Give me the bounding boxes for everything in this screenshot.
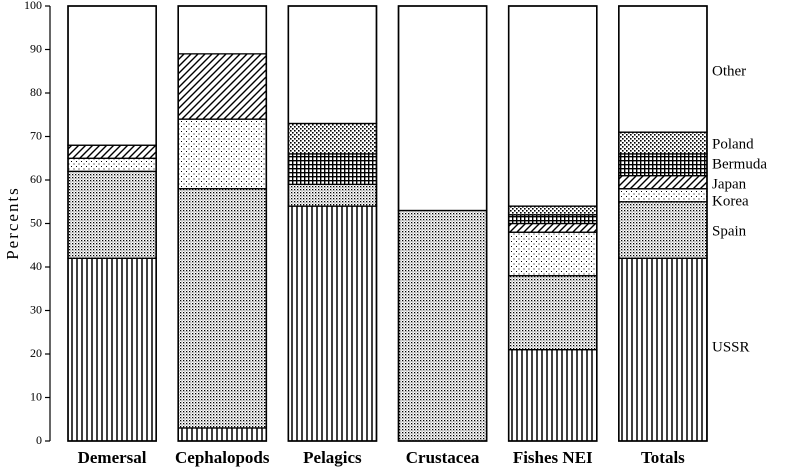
bar-segment — [67, 5, 157, 146]
bar-segment — [618, 257, 708, 442]
bar-segment — [508, 222, 598, 233]
bar-segment — [618, 201, 708, 259]
bar-segment — [67, 170, 157, 259]
bar-segment — [287, 153, 378, 185]
x-tick-label: Cephalopods — [175, 448, 270, 467]
y-tick-label: 40 — [30, 259, 42, 273]
bar-segment — [508, 275, 598, 351]
legend-label: Japan — [712, 176, 747, 192]
bar-segment — [67, 257, 157, 442]
x-tick-label: Crustacea — [406, 448, 480, 467]
bar-segment — [287, 205, 378, 442]
bar-segment — [177, 118, 267, 190]
bar-segment — [508, 348, 598, 442]
bar-segment — [618, 131, 708, 155]
bar-segment — [177, 427, 267, 442]
x-tick-label: Pelagics — [303, 448, 362, 467]
y-tick-label: 80 — [30, 85, 42, 99]
bar-segment — [397, 5, 488, 212]
bar-outline — [67, 5, 157, 442]
bar-segment — [397, 209, 488, 442]
y-tick-label: 20 — [30, 346, 42, 360]
bar-segment — [67, 157, 157, 172]
y-axis-label: Percents — [3, 186, 22, 260]
bar-segment — [287, 122, 378, 155]
bar-segment — [508, 231, 598, 277]
y-tick-label: 50 — [30, 215, 42, 229]
bar-segment — [177, 188, 267, 429]
bar-segment — [177, 5, 267, 55]
x-tick-label: Totals — [641, 448, 685, 467]
bar-outline — [287, 5, 378, 442]
bar-outline — [397, 5, 488, 442]
y-tick-label: 70 — [30, 128, 42, 142]
bar-segment — [508, 214, 598, 225]
bar-segment — [177, 53, 267, 120]
legend-label: Poland — [712, 136, 754, 152]
y-tick-label: 0 — [36, 433, 42, 447]
bar-segment — [508, 205, 598, 216]
bar-segment — [67, 144, 157, 159]
bar-segment — [618, 174, 708, 190]
y-tick-label: 60 — [30, 172, 42, 186]
bar-segment — [508, 5, 598, 207]
x-tick-label: Fishes NEI — [513, 448, 593, 467]
bar-outline — [507, 5, 598, 442]
legend-label: Spain — [712, 223, 747, 239]
bar-segment — [287, 5, 378, 125]
bar-segment — [287, 183, 378, 207]
x-tick-label: Demersal — [78, 448, 147, 467]
y-tick-label: 10 — [30, 389, 42, 403]
y-tick-label: 30 — [30, 302, 42, 316]
y-tick-label: 100 — [24, 0, 42, 12]
bar-segment — [618, 188, 708, 203]
legend-label: Other — [712, 63, 746, 79]
y-tick-label: 90 — [30, 41, 42, 55]
bar-segment — [618, 5, 708, 133]
legend-label: Korea — [712, 193, 749, 209]
legend-label: USSR — [712, 339, 750, 355]
bar-segment — [618, 153, 708, 177]
bar-outline — [177, 5, 268, 442]
legend-label: Bermuda — [712, 156, 767, 172]
bar-outline — [618, 5, 708, 442]
